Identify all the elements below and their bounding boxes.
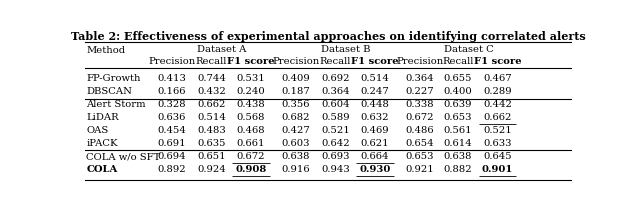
Text: 0.930: 0.930 xyxy=(360,165,391,174)
Text: 0.682: 0.682 xyxy=(282,113,310,122)
Text: Table 2: Effectiveness of experimental approaches on identifying correlated aler: Table 2: Effectiveness of experimental a… xyxy=(70,31,586,42)
Text: 0.635: 0.635 xyxy=(197,139,226,148)
Text: 0.356: 0.356 xyxy=(282,100,310,109)
Text: 0.691: 0.691 xyxy=(157,139,186,148)
Text: 0.240: 0.240 xyxy=(237,87,266,96)
Text: 0.638: 0.638 xyxy=(282,152,310,161)
Text: 0.289: 0.289 xyxy=(483,87,512,96)
Text: 0.645: 0.645 xyxy=(483,152,512,161)
Text: 0.664: 0.664 xyxy=(361,152,389,161)
Text: 0.427: 0.427 xyxy=(282,126,310,135)
Text: OAS: OAS xyxy=(86,126,109,135)
Text: Alert Storm: Alert Storm xyxy=(86,100,146,109)
Text: 0.438: 0.438 xyxy=(237,100,266,109)
Text: 0.364: 0.364 xyxy=(321,87,349,96)
Text: 0.514: 0.514 xyxy=(361,74,390,83)
Text: 0.227: 0.227 xyxy=(406,87,434,96)
Text: 0.187: 0.187 xyxy=(282,87,310,96)
Text: 0.651: 0.651 xyxy=(197,152,226,161)
Text: Recall: Recall xyxy=(320,57,351,66)
Text: 0.442: 0.442 xyxy=(483,100,512,109)
Text: 0.653: 0.653 xyxy=(406,152,434,161)
Text: 0.672: 0.672 xyxy=(237,152,266,161)
Text: 0.655: 0.655 xyxy=(444,74,472,83)
Text: 0.661: 0.661 xyxy=(237,139,266,148)
Text: 0.916: 0.916 xyxy=(282,165,310,174)
Text: 0.486: 0.486 xyxy=(406,126,434,135)
Text: 0.432: 0.432 xyxy=(197,87,226,96)
Text: LiDAR: LiDAR xyxy=(86,113,119,122)
Text: 0.921: 0.921 xyxy=(405,165,434,174)
Text: F1 score: F1 score xyxy=(474,57,522,66)
Text: 0.662: 0.662 xyxy=(483,113,512,122)
Text: 0.744: 0.744 xyxy=(197,74,226,83)
Text: Precision: Precision xyxy=(148,57,195,66)
Text: 0.603: 0.603 xyxy=(282,139,310,148)
Text: 0.892: 0.892 xyxy=(157,165,186,174)
Text: 0.409: 0.409 xyxy=(282,74,310,83)
Text: Dataset A: Dataset A xyxy=(196,45,246,54)
Text: F1 score: F1 score xyxy=(227,57,275,66)
Text: 0.694: 0.694 xyxy=(157,152,186,161)
Text: 0.247: 0.247 xyxy=(361,87,390,96)
Text: 0.166: 0.166 xyxy=(157,87,186,96)
Text: Dataset C: Dataset C xyxy=(445,45,494,54)
Text: 0.693: 0.693 xyxy=(321,152,349,161)
Text: Method: Method xyxy=(86,46,125,55)
Text: Precision: Precision xyxy=(272,57,319,66)
Text: 0.642: 0.642 xyxy=(321,139,349,148)
Text: Recall: Recall xyxy=(196,57,227,66)
Text: 0.328: 0.328 xyxy=(157,100,186,109)
Text: Dataset B: Dataset B xyxy=(321,45,370,54)
Text: 0.639: 0.639 xyxy=(444,100,472,109)
Text: 0.633: 0.633 xyxy=(483,139,512,148)
Text: 0.467: 0.467 xyxy=(483,74,512,83)
Text: 0.400: 0.400 xyxy=(444,87,472,96)
Text: 0.901: 0.901 xyxy=(482,165,513,174)
Text: 0.604: 0.604 xyxy=(321,100,349,109)
Text: 0.521: 0.521 xyxy=(321,126,350,135)
Text: 0.338: 0.338 xyxy=(406,100,434,109)
Text: 0.454: 0.454 xyxy=(157,126,186,135)
Text: Recall: Recall xyxy=(442,57,474,66)
Text: 0.468: 0.468 xyxy=(237,126,266,135)
Text: FP-Growth: FP-Growth xyxy=(86,74,141,83)
Text: 0.521: 0.521 xyxy=(483,126,512,135)
Text: 0.654: 0.654 xyxy=(406,139,434,148)
Text: 0.882: 0.882 xyxy=(444,165,472,174)
Text: 0.638: 0.638 xyxy=(444,152,472,161)
Text: 0.943: 0.943 xyxy=(321,165,350,174)
Text: Precision: Precision xyxy=(396,57,444,66)
Text: 0.924: 0.924 xyxy=(197,165,226,174)
Text: COLA w/o SFT: COLA w/o SFT xyxy=(86,152,161,161)
Text: 0.413: 0.413 xyxy=(157,74,186,83)
Text: 0.531: 0.531 xyxy=(237,74,266,83)
Text: 0.908: 0.908 xyxy=(236,165,267,174)
Text: 0.632: 0.632 xyxy=(361,113,389,122)
Text: 0.469: 0.469 xyxy=(361,126,389,135)
Text: F1 score: F1 score xyxy=(351,57,399,66)
Text: 0.653: 0.653 xyxy=(444,113,472,122)
Text: 0.672: 0.672 xyxy=(406,113,434,122)
Text: iPACK: iPACK xyxy=(86,139,118,148)
Text: 0.364: 0.364 xyxy=(406,74,434,83)
Text: 0.448: 0.448 xyxy=(361,100,390,109)
Text: 0.636: 0.636 xyxy=(157,113,186,122)
Text: 0.692: 0.692 xyxy=(321,74,349,83)
Text: 0.589: 0.589 xyxy=(321,113,349,122)
Text: 0.483: 0.483 xyxy=(197,126,226,135)
Text: 0.568: 0.568 xyxy=(237,113,266,122)
Text: 0.621: 0.621 xyxy=(361,139,389,148)
Text: COLA: COLA xyxy=(86,165,118,174)
Text: 0.514: 0.514 xyxy=(197,113,226,122)
Text: DBSCAN: DBSCAN xyxy=(86,87,132,96)
Text: 0.662: 0.662 xyxy=(197,100,226,109)
Text: 0.561: 0.561 xyxy=(444,126,472,135)
Text: 0.614: 0.614 xyxy=(444,139,472,148)
